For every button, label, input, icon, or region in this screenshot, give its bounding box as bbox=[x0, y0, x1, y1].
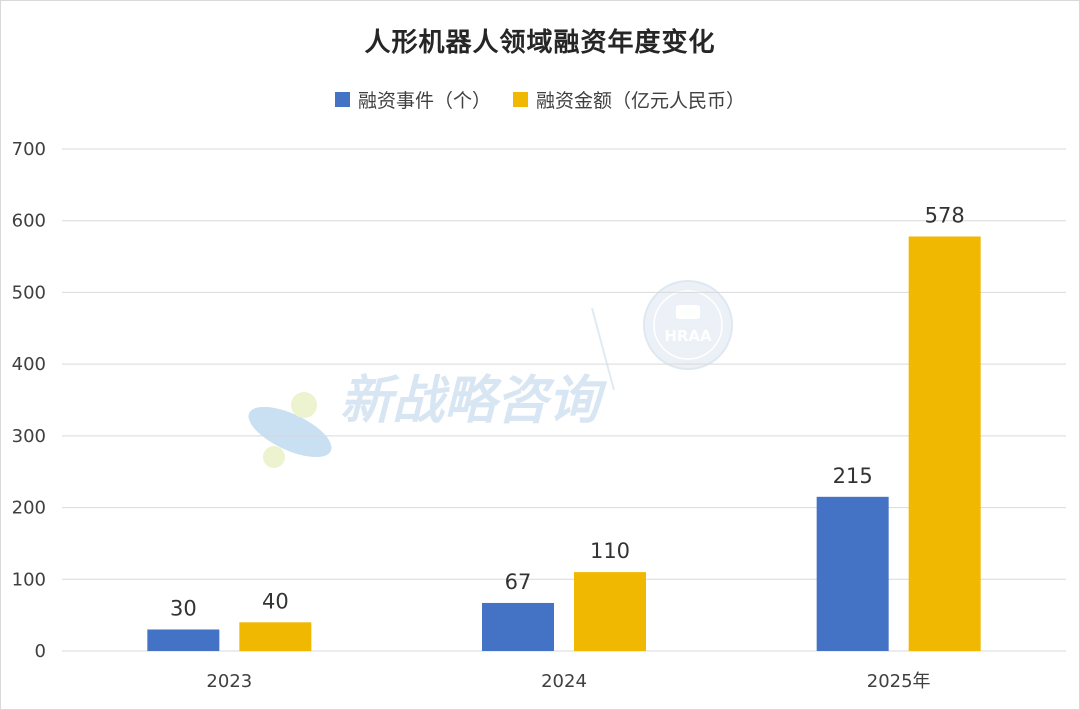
x-tick-label: 2023 bbox=[206, 671, 252, 692]
legend-label-series-1: 融资事件（个） bbox=[357, 90, 491, 112]
x-axis: 2023 2024 2025年 bbox=[206, 671, 930, 692]
data-label: 215 bbox=[833, 464, 873, 488]
chart-title: 人形机器人领域融资年度变化 bbox=[364, 28, 716, 58]
bar-series-1 bbox=[816, 496, 889, 651]
legend-item-series-2: 融资金额（亿元人民币） bbox=[513, 86, 745, 113]
watermark-badge-icon: HRAA bbox=[643, 280, 733, 370]
legend-label-series-2: 融资金额（亿元人民币） bbox=[536, 90, 746, 112]
y-tick-label: 400 bbox=[12, 354, 46, 375]
legend-swatch-series-2 bbox=[513, 92, 528, 107]
data-label: 30 bbox=[170, 596, 197, 620]
watermark-divider bbox=[591, 307, 615, 391]
watermark-text: 新战略咨询 bbox=[340, 371, 607, 431]
legend: 融资事件（个） 融资金额（亿元人民币） bbox=[0, 86, 1080, 113]
data-label: 578 bbox=[925, 203, 965, 227]
y-tick-label: 100 bbox=[12, 569, 46, 590]
data-label: 40 bbox=[262, 589, 289, 613]
y-tick-label: 300 bbox=[12, 426, 46, 447]
data-label: 110 bbox=[590, 539, 630, 563]
y-tick-label: 0 bbox=[35, 641, 46, 662]
y-tick-label: 200 bbox=[12, 498, 46, 519]
y-tick-label: 500 bbox=[12, 282, 46, 303]
y-tick-label: 600 bbox=[12, 211, 46, 232]
bars: 30 40 67 110 215 578 bbox=[147, 203, 981, 651]
watermark-logo-icon bbox=[248, 392, 332, 468]
y-tick-label: 700 bbox=[12, 139, 46, 160]
bar-series-2 bbox=[574, 572, 646, 651]
data-label: 67 bbox=[505, 570, 532, 594]
x-tick-label: 2024 bbox=[541, 671, 587, 692]
bar-series-1 bbox=[147, 629, 220, 651]
gridlines bbox=[62, 148, 1066, 652]
watermark: 新战略咨询 HRAA bbox=[248, 280, 733, 468]
bar-series-2 bbox=[908, 236, 981, 651]
bar-series-2 bbox=[239, 622, 312, 651]
watermark-badge-text: HRAA bbox=[664, 327, 712, 345]
legend-item-series-1: 融资事件（个） bbox=[334, 86, 491, 113]
legend-swatch-series-1 bbox=[334, 92, 350, 107]
x-tick-label: 2025年 bbox=[867, 671, 931, 692]
bar-series-1 bbox=[482, 602, 554, 651]
y-axis: 0 100 200 300 400 500 600 700 bbox=[12, 139, 46, 662]
